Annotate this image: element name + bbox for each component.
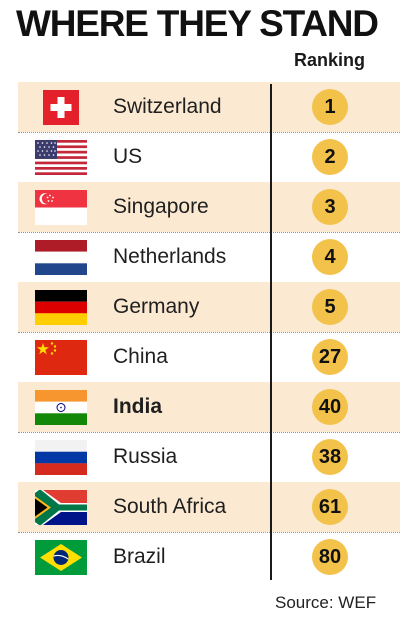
table-row: South Africa 61	[18, 482, 400, 533]
rank-badge: 1	[312, 89, 348, 125]
country-name: Singapore	[113, 195, 209, 218]
table-row: Germany 5	[18, 282, 400, 333]
rank-badge: 61	[312, 489, 348, 525]
table-row: US 2	[18, 132, 400, 183]
us-flag-icon	[35, 140, 87, 175]
page-title: WHERE THEY STAND	[16, 3, 379, 44]
rank-badge: 5	[312, 289, 348, 325]
ranking-table: Switzerland 1 US 2	[18, 82, 400, 582]
germany-flag-icon	[35, 290, 87, 325]
source-note: Source: WEF	[275, 593, 377, 612]
china-flag-icon	[35, 340, 87, 375]
table-row: India 40	[18, 382, 400, 433]
brazil-flag-icon	[35, 540, 87, 575]
country-name: US	[113, 145, 143, 168]
country-name: Switzerland	[113, 95, 222, 118]
country-name: Russia	[113, 445, 178, 468]
rank-badge: 3	[312, 189, 348, 225]
table-row: Netherlands 4	[18, 232, 400, 283]
table-row: China 27	[18, 332, 400, 383]
rank-badge: 38	[312, 439, 348, 475]
country-name: India	[113, 395, 163, 418]
column-divider	[270, 84, 272, 580]
table-row: Russia 38	[18, 432, 400, 483]
rank-badge: 80	[312, 539, 348, 575]
table-row: Switzerland 1	[18, 82, 400, 133]
rank-badge: 2	[312, 139, 348, 175]
country-name: Netherlands	[113, 245, 227, 268]
table-row: Singapore 3	[18, 182, 400, 233]
ranking-column-header: Ranking	[294, 50, 366, 70]
rank-badge: 4	[312, 239, 348, 275]
india-flag-icon	[35, 390, 87, 425]
country-name: Germany	[113, 295, 200, 318]
south-africa-flag-icon	[35, 490, 87, 525]
rank-badge: 27	[312, 339, 348, 375]
netherlands-flag-icon	[35, 240, 87, 275]
country-name: China	[113, 345, 168, 368]
country-name: Brazil	[113, 545, 166, 568]
russia-flag-icon	[35, 440, 87, 475]
table-row: Brazil 80	[18, 532, 400, 582]
country-name: South Africa	[113, 495, 227, 518]
rank-badge: 40	[312, 389, 348, 425]
singapore-flag-icon	[35, 190, 87, 225]
switzerland-flag-icon	[43, 90, 79, 125]
